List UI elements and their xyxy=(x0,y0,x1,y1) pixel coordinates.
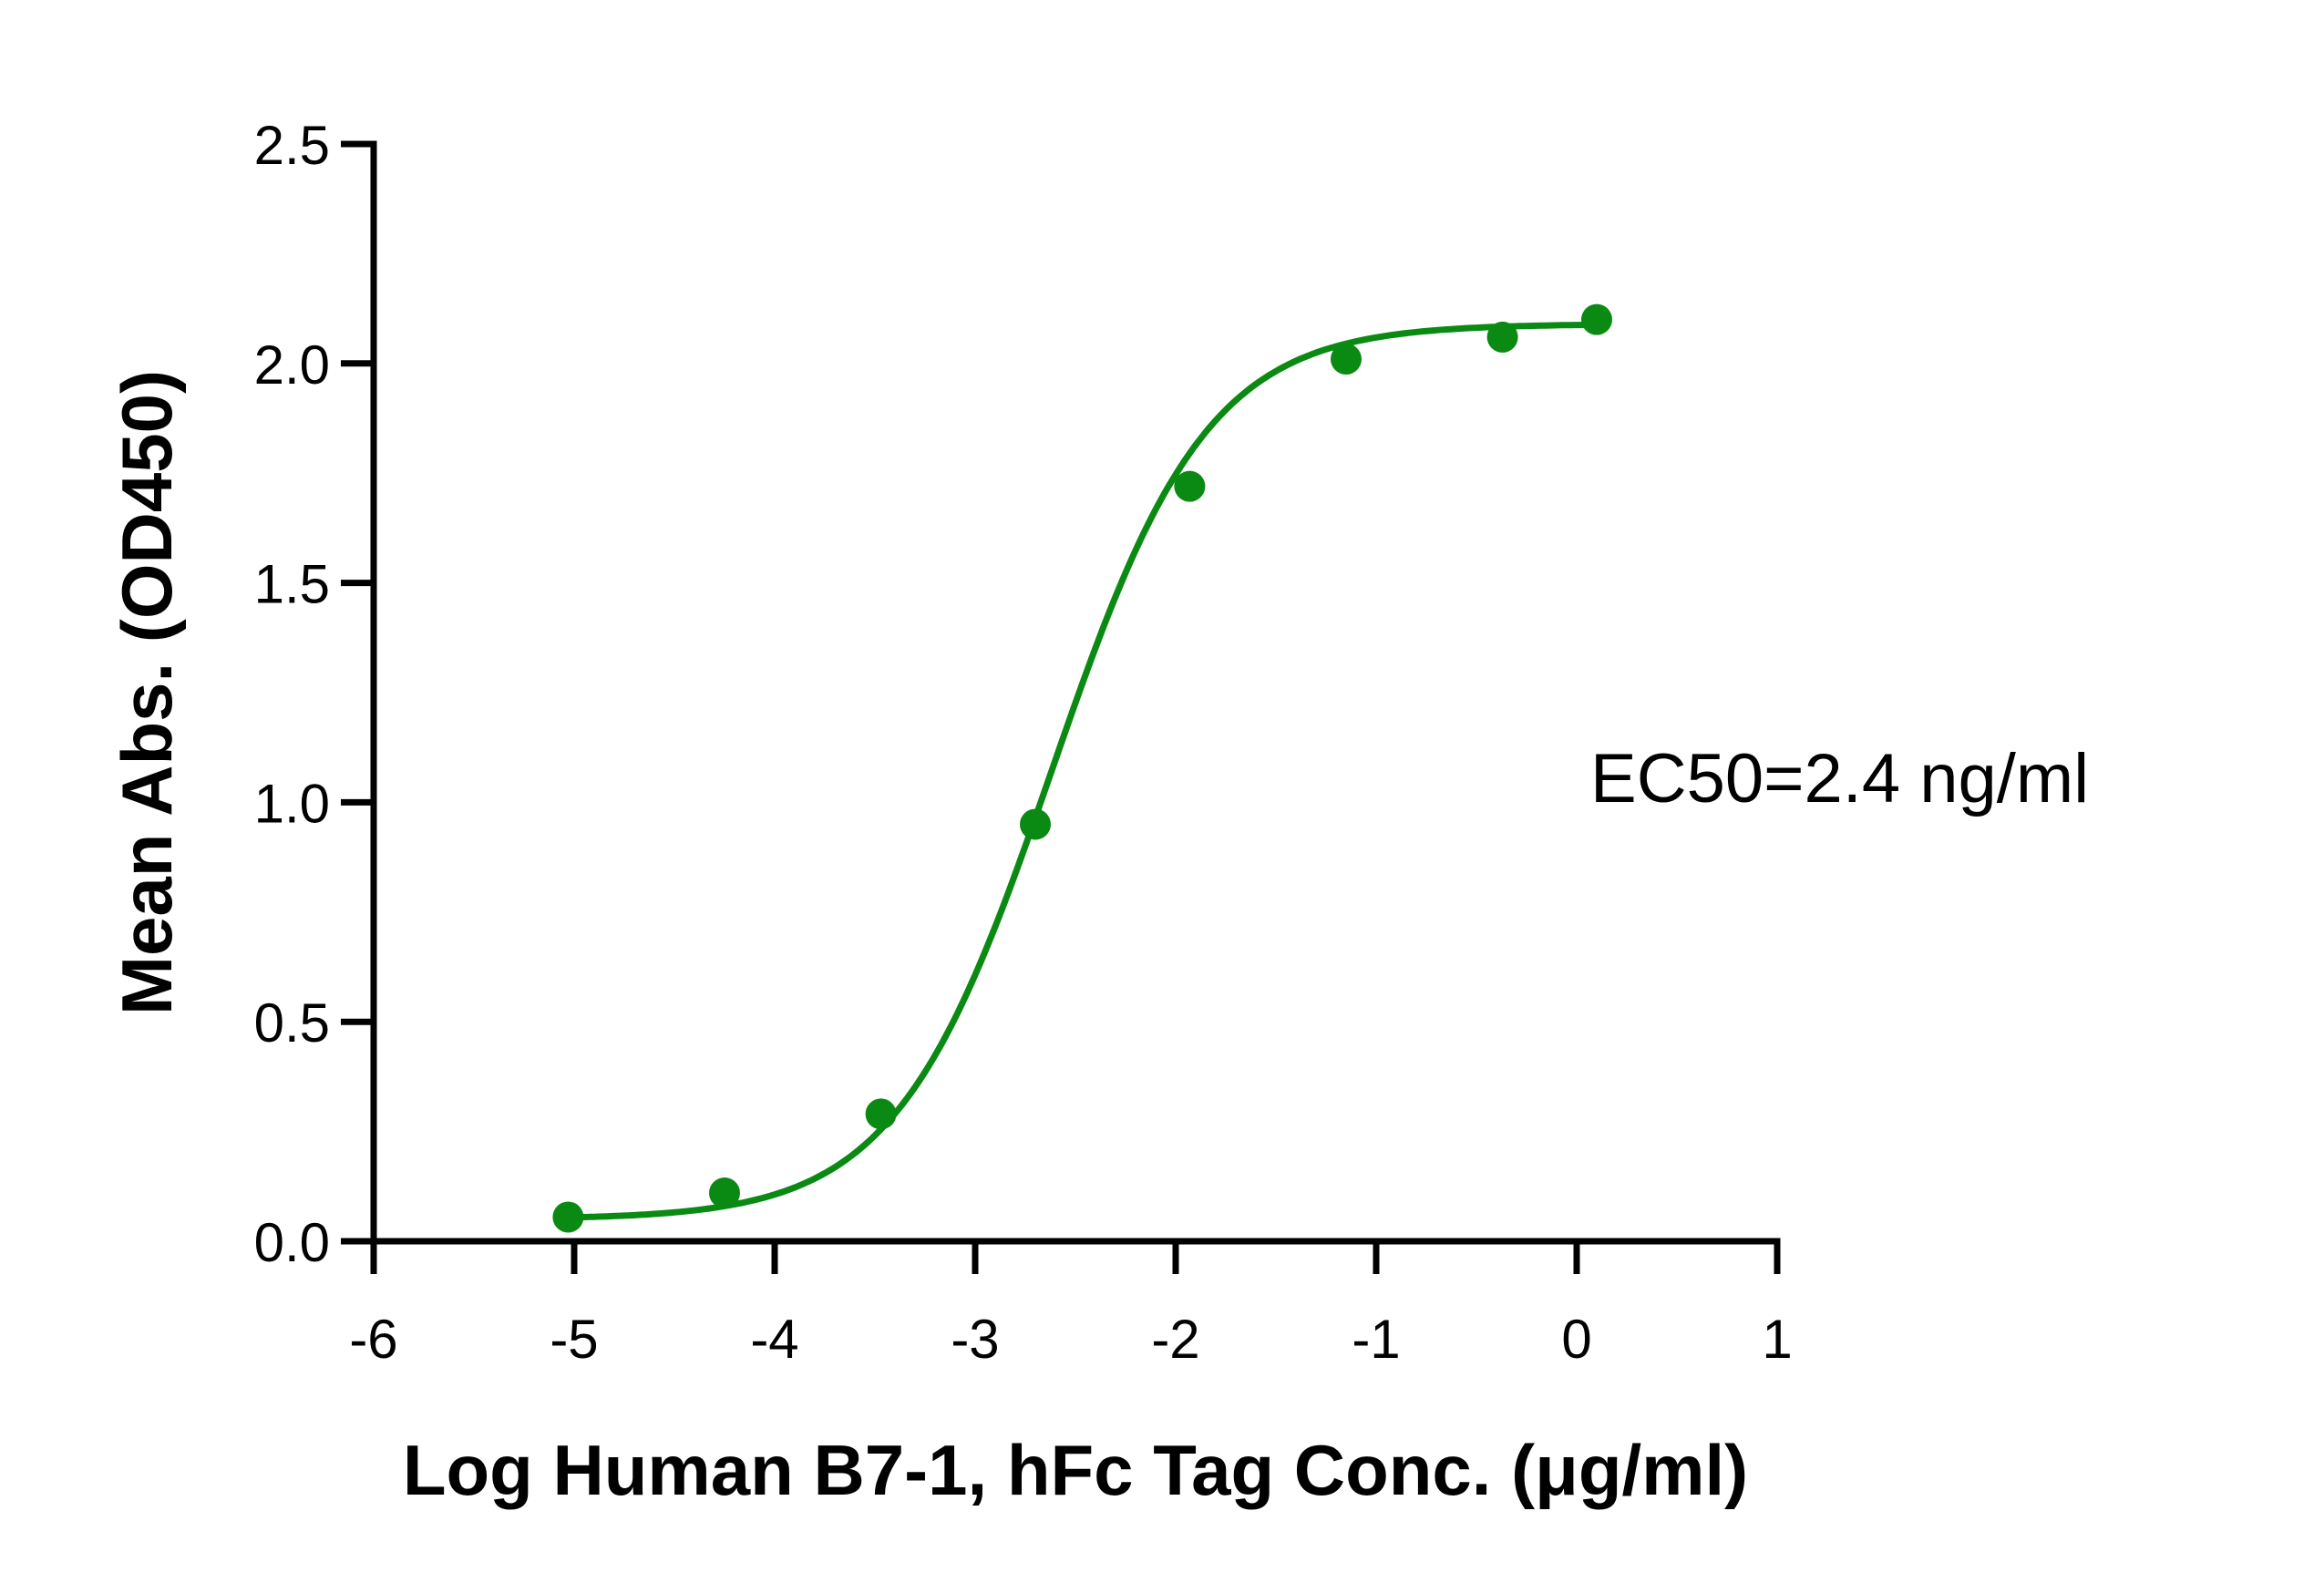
y-tick-label: 2.5 xyxy=(254,115,330,176)
x-axis-title: Log Human B7-1, hFc Tag Conc. (μg/ml) xyxy=(403,1430,1748,1510)
x-tick-label: -5 xyxy=(550,1309,598,1370)
y-axis-title: Mean Abs. (OD450) xyxy=(107,370,187,1015)
x-tick-label: 1 xyxy=(1762,1309,1792,1370)
x-tick-label: 0 xyxy=(1561,1309,1591,1370)
data-point xyxy=(552,1201,584,1233)
y-tick-label: 0.5 xyxy=(254,992,330,1054)
data-point xyxy=(1174,470,1206,502)
axes xyxy=(341,140,1781,1274)
fit-curve-layer xyxy=(564,321,1600,1221)
y-tick-label: 0.0 xyxy=(254,1212,330,1273)
ec50-annotation: EC50=2.4 ng/ml xyxy=(1590,740,2089,817)
data-point xyxy=(709,1177,740,1209)
x-tick-label: -6 xyxy=(349,1309,397,1370)
data-point xyxy=(1581,303,1612,335)
x-tick-label: -1 xyxy=(1352,1309,1400,1370)
x-tick-label: -4 xyxy=(750,1309,798,1370)
y-tick-label: 1.0 xyxy=(254,773,330,834)
y-tick-label: 2.0 xyxy=(254,334,330,396)
data-point xyxy=(1331,343,1362,375)
data-point xyxy=(1486,321,1518,353)
fit-curve xyxy=(564,321,1600,1221)
data-point xyxy=(1020,808,1051,840)
data-points-layer xyxy=(552,303,1612,1233)
x-tick-label: -3 xyxy=(951,1309,999,1370)
y-tick-label: 1.5 xyxy=(254,554,330,615)
x-tick-label: -2 xyxy=(1151,1309,1199,1370)
data-point xyxy=(865,1098,897,1130)
